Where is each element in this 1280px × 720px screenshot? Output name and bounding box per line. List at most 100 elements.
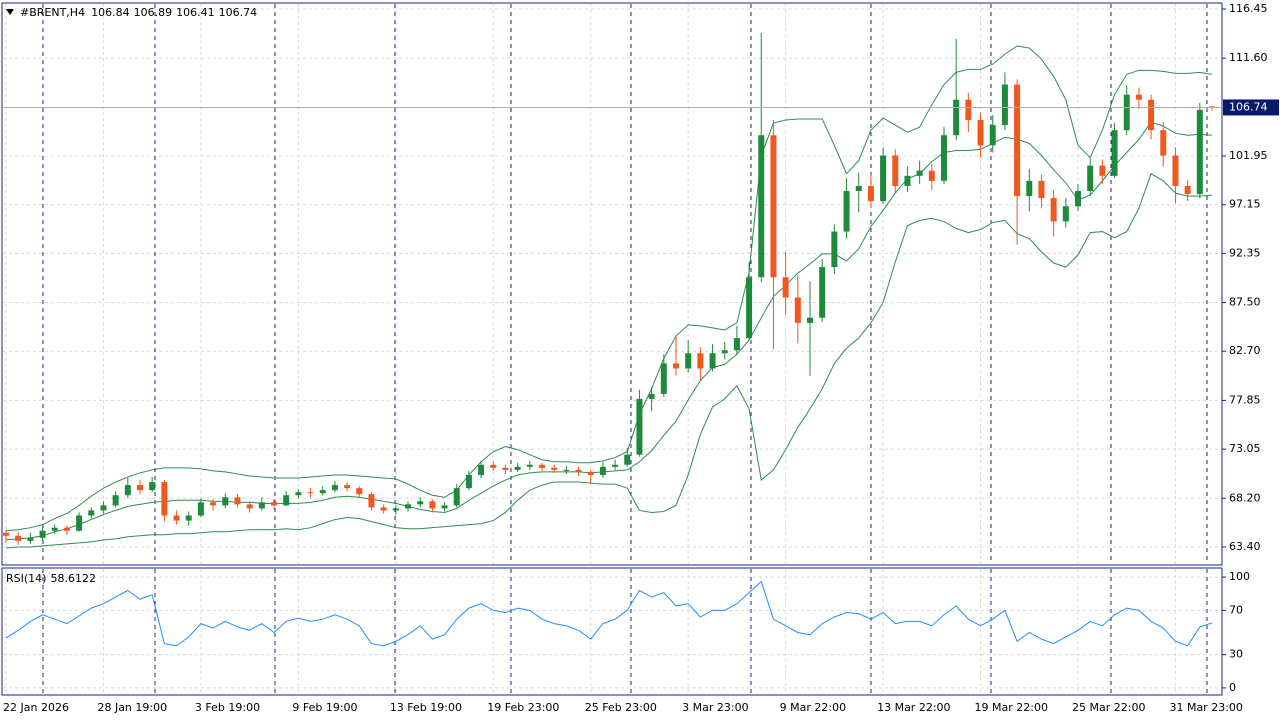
candle-body	[636, 398, 643, 455]
candle-body	[1026, 180, 1033, 197]
candle-body	[1014, 84, 1021, 197]
x-tick-label: 19 Feb 23:00	[487, 701, 559, 714]
candle-body	[843, 191, 850, 232]
candle-body	[782, 277, 789, 298]
candle-body	[1099, 165, 1106, 176]
candle-body	[673, 363, 679, 369]
rsi-title: RSI(14)	[6, 572, 46, 585]
y-tick-label: 92.35	[1229, 246, 1261, 259]
candle-body	[356, 488, 363, 495]
low: 106.41	[176, 6, 215, 19]
candle-body	[246, 504, 253, 509]
candle-body	[380, 507, 387, 511]
close: 106.74	[219, 6, 258, 19]
candle-body	[222, 497, 229, 506]
candle-body	[794, 297, 801, 323]
high: 106.89	[134, 6, 173, 19]
x-tick-label: 9 Feb 19:00	[292, 701, 357, 714]
candle-body	[1135, 94, 1142, 100]
candle-body	[953, 99, 960, 136]
y-tick-label: 116.45	[1229, 2, 1268, 15]
open: 106.84	[91, 6, 130, 19]
x-tick-label: 13 Feb 19:00	[390, 701, 462, 714]
candle-body	[660, 363, 667, 394]
candle-body	[855, 185, 862, 192]
candle-body	[1148, 99, 1155, 131]
x-tick-label: 19 Mar 22:00	[975, 701, 1048, 714]
candle-body	[551, 467, 558, 470]
candle-body	[1001, 84, 1008, 126]
candle-body	[819, 267, 826, 318]
rsi-panel	[1, 567, 1223, 696]
candle-body	[465, 474, 472, 489]
y-tick-label: 87.50	[1229, 296, 1261, 309]
y-tick-label: 70	[1229, 603, 1243, 616]
candle-body	[344, 485, 351, 489]
main-panel	[1, 2, 1223, 566]
collapse-icon[interactable]	[6, 9, 14, 15]
candle-body	[892, 155, 899, 186]
x-tick-label: 28 Jan 19:00	[97, 701, 167, 714]
candle-body	[514, 466, 521, 470]
rsi-header: RSI(14) 58.6122	[6, 572, 96, 585]
candle-body	[3, 532, 9, 536]
header: #BRENT,H4 106.84 106.89 106.41 106.74	[20, 6, 257, 19]
x-tick-label: 22 Jan 2026	[3, 701, 69, 714]
candle-body	[624, 454, 631, 465]
y-tick-label: 30	[1229, 648, 1243, 661]
candle-body	[429, 501, 436, 509]
candle-body	[563, 469, 570, 471]
candle-body	[51, 527, 58, 531]
x-tick-label: 13 Mar 22:00	[877, 701, 950, 714]
candle-body	[197, 502, 204, 516]
candle-body	[758, 135, 765, 278]
candle-body	[124, 485, 131, 496]
y-tick-label: 68.20	[1229, 491, 1261, 504]
x-tick-label: 25 Mar 22:00	[1072, 701, 1145, 714]
x-tick-label: 31 Mar 23:00	[1169, 701, 1242, 714]
candle-body	[1196, 109, 1203, 195]
candle-body	[441, 505, 448, 509]
candle-body	[685, 353, 692, 369]
candle-body	[916, 170, 923, 176]
candle-body	[295, 492, 302, 496]
rsi-line	[5, 580, 1213, 647]
candle-body	[904, 175, 911, 186]
candle-body	[1160, 130, 1167, 156]
candle-body	[161, 482, 168, 516]
candle-body	[989, 125, 996, 146]
candle-body	[599, 466, 606, 475]
candle-body	[1184, 185, 1191, 195]
candle-body	[1209, 106, 1215, 108]
candle-body	[1038, 180, 1045, 199]
y-tick-label: 77.85	[1229, 393, 1261, 406]
candle-body	[76, 515, 83, 531]
candle-body	[112, 495, 119, 506]
candle-body	[27, 537, 34, 541]
candle-body	[490, 464, 497, 468]
candle-body	[271, 502, 277, 506]
candle-body	[539, 464, 545, 468]
x-tick-label: 9 Mar 22:00	[780, 701, 846, 714]
candle-body	[733, 338, 740, 351]
candle-body	[39, 530, 46, 538]
candle-body	[417, 501, 424, 505]
candle-body	[137, 485, 143, 491]
candle-body	[1123, 94, 1130, 131]
candle-body	[234, 497, 241, 505]
y-tick-label: 73.05	[1229, 442, 1261, 455]
price-tag	[1223, 99, 1279, 116]
candle-body	[173, 515, 180, 521]
candle-body	[575, 469, 582, 472]
candle-body	[149, 482, 156, 491]
candle-body	[1087, 165, 1094, 192]
y-tick-label: 100	[1229, 570, 1250, 583]
frame	[1, 2, 1223, 696]
candle-body	[307, 492, 314, 494]
y-tick-label: 82.70	[1229, 344, 1261, 357]
candle-body	[831, 231, 838, 268]
candle-body	[770, 135, 777, 278]
candle-body	[1050, 198, 1057, 222]
candle-body	[1172, 155, 1179, 186]
